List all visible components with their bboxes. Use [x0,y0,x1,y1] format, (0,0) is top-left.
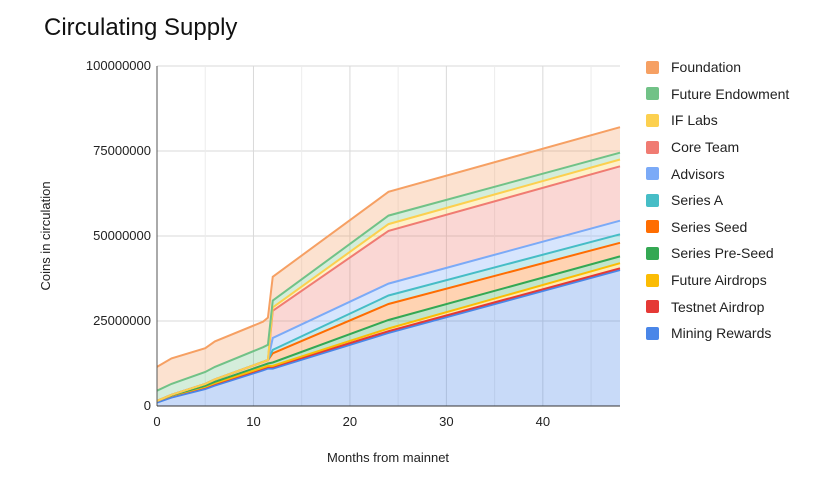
legend-swatch [646,60,659,74]
line-if-labs [156,158,621,402]
y-axis-title: Coins in circulation [38,181,53,290]
series-lines [156,126,621,404]
legend-label: Foundation [671,59,742,76]
legend-swatch [646,167,659,181]
legend-item-series-pre-seed: Series Pre-Seed [646,240,789,267]
legend-item-if-labs: IF Labs [646,107,789,134]
line-mining-rewards [156,269,621,404]
x-tick-label: 10 [246,414,260,429]
legend-label: Series Seed [671,218,748,235]
area-series-seed [157,242,620,401]
x-tick-label: 30 [439,414,453,429]
legend-swatch [646,273,659,287]
x-axis-title: Months from mainnet [327,450,449,465]
y-tick-label: 75000000 [93,143,151,158]
axes: 0 25000000 50000000 75000000 100000000 0 10 20 3… [86,58,620,429]
legend-item-foundation: Foundation [646,54,789,81]
legend-label: Future Endowment [671,85,790,102]
legend-swatch [646,326,659,340]
x-tick-label: 40 [536,414,550,429]
legend-swatch [646,220,659,234]
area-series [157,127,620,406]
legend-item-series-seed: Series Seed [646,214,789,241]
legend-item-testnet-airdrop: Testnet Airdrop [646,293,789,320]
legend-item-series-a: Series A [646,187,789,214]
legend-item-mining-rewards: Mining Rewards [646,320,789,347]
area-mining-rewards [157,270,620,406]
legend-swatch [646,140,659,154]
x-tick-label: 0 [153,414,160,429]
legend-swatch [646,300,659,314]
legend-item-core-team: Core Team [646,134,789,161]
legend-item-advisors: Advisors [646,160,789,187]
legend-item-future-airdrops: Future Airdrops [646,267,789,294]
legend-label: Series A [671,192,724,209]
legend-label: Testnet Airdrop [671,298,765,315]
y-tick-label: 0 [144,398,151,413]
area-future-endowment [157,152,620,401]
y-tick-label: 50000000 [93,228,151,243]
legend-swatch [646,87,659,101]
x-tick-label: 20 [343,414,357,429]
y-tick-label: 100000000 [86,58,151,73]
area-foundation [157,127,620,391]
area-advisors [157,220,620,401]
chart-title: Circulating Supply [44,14,238,41]
legend-label: Mining Rewards [671,325,772,342]
legend-swatch [646,193,659,207]
line-foundation [156,126,621,368]
legend-swatch [646,113,659,127]
legend-label: Core Team [671,139,740,156]
legend-label: Series Pre-Seed [671,245,774,262]
area-series-a [157,234,620,401]
legend-swatch [646,246,659,260]
legend-item-future-endowment: Future Endowment [646,81,789,108]
line-future-endowment [156,151,621,392]
legend-label: Future Airdrops [671,272,767,289]
legend-label: IF Labs [671,112,718,129]
legend-label: Advisors [671,165,725,182]
y-tick-label: 25000000 [93,313,151,328]
area-series-pre-seed [157,256,620,401]
legend: Foundation Future Endowment IF Labs Core Te… [646,54,789,347]
